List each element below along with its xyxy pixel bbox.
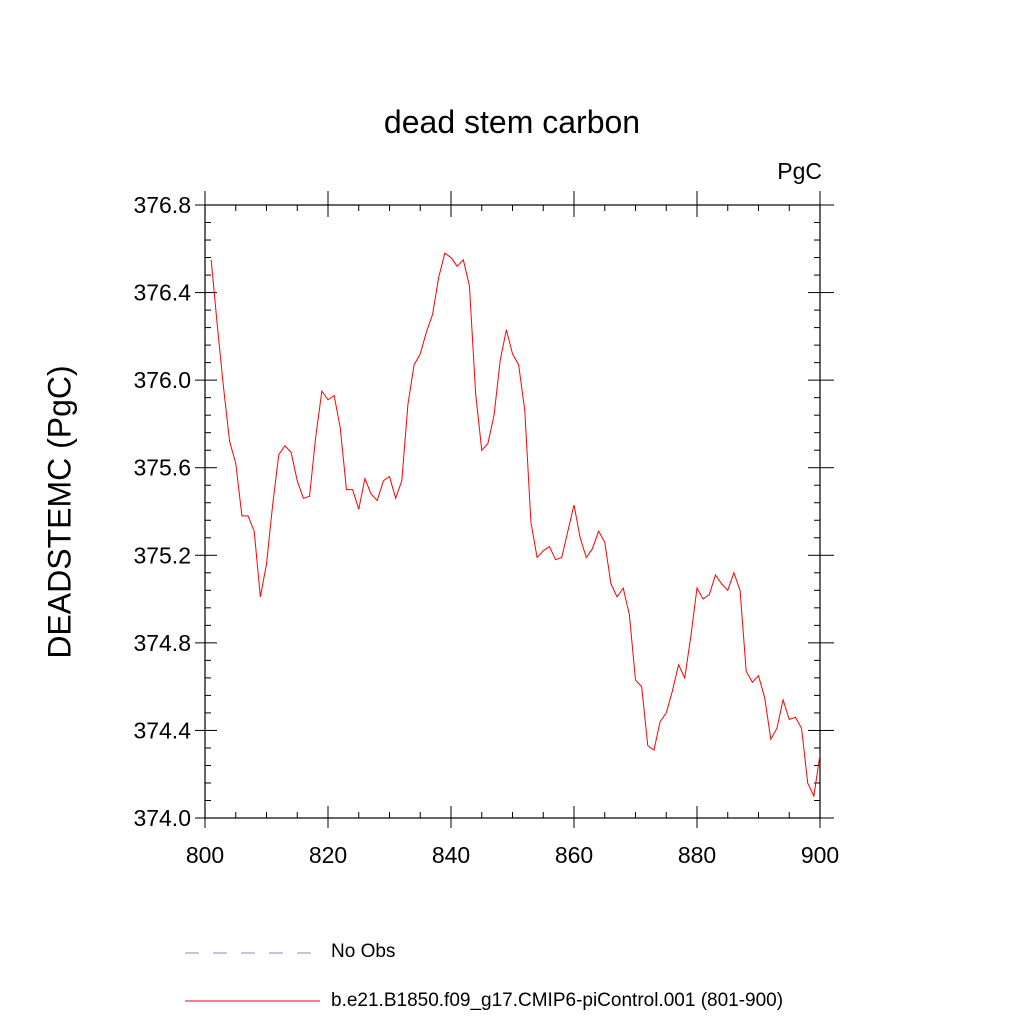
y-tick-label: 376.8 [133, 192, 191, 218]
x-tick-label: 860 [555, 842, 593, 868]
y-tick-label: 374.0 [133, 805, 191, 831]
y-tick-label: 374.8 [133, 630, 191, 656]
y-tick-label: 374.4 [133, 717, 191, 743]
x-tick-label: 800 [186, 842, 224, 868]
series-line [210, 252, 821, 798]
y-tick-label: 376.4 [133, 280, 191, 306]
y-tick-label: 376.0 [133, 367, 191, 393]
x-tick-label: 820 [309, 842, 347, 868]
y-tick-label: 375.2 [133, 542, 191, 568]
plot-frame [204, 204, 821, 819]
legend-label-picontrol: b.e21.B1850.f09_g17.CMIP6-piControl.001 … [331, 990, 784, 1011]
x-tick-label: 900 [801, 842, 839, 868]
units-label: PgC [777, 158, 822, 184]
chart-title: dead stem carbon [383, 104, 641, 140]
legend-label-no-obs: No Obs [331, 941, 396, 962]
x-tick-label: 880 [678, 842, 716, 868]
x-tick-label: 840 [432, 842, 470, 868]
y-tick-label: 375.6 [133, 455, 191, 481]
